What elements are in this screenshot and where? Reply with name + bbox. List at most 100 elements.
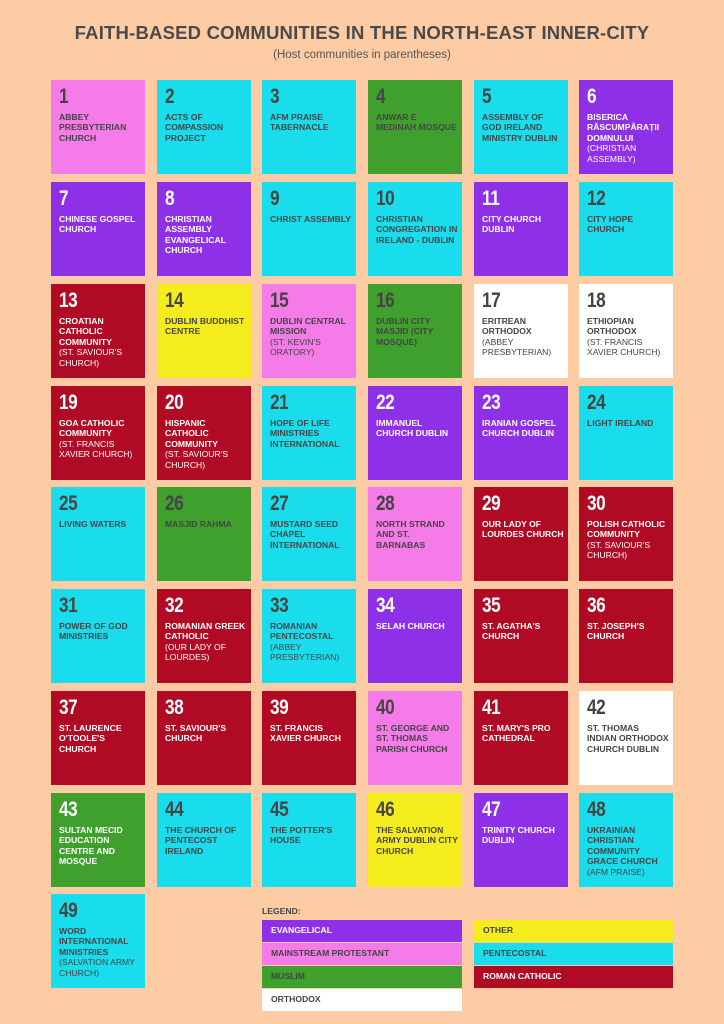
community-number: 43 xyxy=(59,798,78,821)
community-host: (ST. FRANCIS XAVIER CHURCH) xyxy=(59,438,133,460)
community-number: 9 xyxy=(270,187,280,210)
community-name: ST. SAVIOUR'S CHURCH xyxy=(165,723,227,744)
community-number: 21 xyxy=(270,391,289,414)
community-tile: 5 ASSEMBLY OF GOD IRELAND MINISTRY DUBLIN xyxy=(474,80,568,174)
community-tile: 10 CHRISTIAN CONGREGATION IN IRELAND - DU… xyxy=(368,182,462,276)
community-number: 46 xyxy=(376,798,395,821)
community-tile: 37 ST. LAURENCE O'TOOLE'S CHURCH xyxy=(51,691,145,785)
community-name: ERITREAN ORTHODOX xyxy=(482,316,532,337)
community-name: POLISH CATHOLIC COMMUNITY xyxy=(587,519,666,540)
community-host: (SALVATION ARMY CHURCH) xyxy=(59,957,135,978)
community-host: (ST. KEVIN'S ORATORY) xyxy=(270,336,321,358)
community-name: CROATIAN CATHOLIC COMMUNITY xyxy=(59,316,112,347)
community-number: 27 xyxy=(270,492,289,515)
community-number: 39 xyxy=(270,696,289,719)
legend-item-evangelical: EVANGELICAL xyxy=(262,920,462,942)
community-tile: 17 ERITREAN ORTHODOX (ABBEY PRESBYTERIAN) xyxy=(474,284,568,378)
community-tile: 49 WORD INTERNATIONAL MINISTRIES (SALVATIO… xyxy=(51,894,145,988)
community-name: LIGHT IRELAND xyxy=(587,418,654,428)
community-tile: 36 ST. JOSEPH'S CHURCH xyxy=(579,589,673,683)
community-number: 28 xyxy=(376,492,395,515)
community-tile: 9 CHRIST ASSEMBLY xyxy=(262,182,356,276)
community-name: IMMANUEL CHURCH DUBLIN xyxy=(376,418,449,439)
community-tile: 26 MASJID RAHMA xyxy=(157,487,251,581)
community-number: 29 xyxy=(482,492,501,515)
community-name: CHINESE GOSPEL CHURCH xyxy=(59,214,136,235)
community-name: POWER OF GOD MINISTRIES xyxy=(59,621,128,642)
community-number: 16 xyxy=(376,289,395,312)
community-name: ANWAR E MEDINAH MOSQUE xyxy=(376,112,457,133)
community-name: CHRIST ASSEMBLY xyxy=(270,214,352,224)
community-number: 41 xyxy=(482,696,501,719)
community-host: (ST. SAVIOUR'S CHURCH) xyxy=(165,449,229,470)
community-tile: 1 ABBEY PRESBYTERIAN CHURCH xyxy=(51,80,145,174)
community-name: ROMANIAN GREEK CATHOLIC xyxy=(165,621,246,642)
community-name: NORTH STRAND AND ST. BARNABAS xyxy=(376,519,445,550)
community-tile: 40 ST. GEORGE AND ST. THOMAS PARISH CHURC… xyxy=(368,691,462,785)
community-tile: 27 MUSTARD SEED CHAPEL INTERNATIONAL xyxy=(262,487,356,581)
community-tile: 31 POWER OF GOD MINISTRIES xyxy=(51,589,145,683)
community-tile: 12 CITY HOPE CHURCH xyxy=(579,182,673,276)
community-number: 12 xyxy=(587,187,606,210)
community-number: 35 xyxy=(482,594,501,617)
community-tile: 20 HISPANIC CATHOLIC COMMUNITY (ST. SAVIOU… xyxy=(157,386,251,480)
community-number: 26 xyxy=(165,492,184,515)
community-host: (ST. FRANCIS XAVIER CHURCH) xyxy=(587,336,661,358)
community-tile: 24 LIGHT IRELAND xyxy=(579,386,673,480)
community-tile: 28 NORTH STRAND AND ST. BARNABAS xyxy=(368,487,462,581)
community-name: ST. JOSEPH'S CHURCH xyxy=(587,621,645,642)
community-tile: 7 CHINESE GOSPEL CHURCH xyxy=(51,182,145,276)
community-host: (AFM PRAISE) xyxy=(587,866,645,877)
community-number: 1 xyxy=(59,85,69,108)
community-number: 20 xyxy=(165,391,184,414)
community-host: (ABBEY PRESBYTERIAN) xyxy=(482,336,552,358)
community-number: 13 xyxy=(59,289,78,312)
community-number: 42 xyxy=(587,696,606,719)
community-host: (ST. SAVIOUR'S CHURCH) xyxy=(587,539,651,561)
community-name: GOA CATHOLIC COMMUNITY xyxy=(59,418,125,439)
community-number: 19 xyxy=(59,391,78,414)
community-tile: 45 THE POTTER'S HOUSE xyxy=(262,793,356,887)
community-tile: 48 UKRAINIAN CHRISTIAN COMMUNITY GRACE CH… xyxy=(579,793,673,887)
community-host: (ST. SAVIOUR'S CHURCH) xyxy=(59,347,123,368)
community-tile: 15 DUBLIN CENTRAL MISSION (ST. KEVIN'S ORA… xyxy=(262,284,356,378)
community-name: THE CHURCH OF PENTECOST IRELAND xyxy=(165,825,237,856)
legend-item-pentecostal: PENTECOSTAL xyxy=(474,943,673,965)
community-tile: 22 IMMANUEL CHURCH DUBLIN xyxy=(368,386,462,480)
community-tile: 47 TRINITY CHURCH DUBLIN xyxy=(474,793,568,887)
community-name: DUBLIN CENTRAL MISSION xyxy=(270,316,346,337)
community-number: 15 xyxy=(270,289,289,312)
community-number: 8 xyxy=(165,187,175,210)
community-name: SULTAN MECID EDUCATION CENTRE AND MOSQUE xyxy=(59,825,123,867)
community-tile: 6 BISERICA RĂSCUMPĂRAȚII DOMNULUI (CHRISTI… xyxy=(579,80,673,174)
community-name: DUBLIN CITY MASJID (CITY MOSQUE) xyxy=(376,316,434,347)
community-tile: 41 ST. MARY'S PRO CATHEDRAL xyxy=(474,691,568,785)
community-number: 34 xyxy=(376,594,395,617)
community-number: 7 xyxy=(59,187,69,210)
community-number: 4 xyxy=(376,85,386,108)
community-name: MUSTARD SEED CHAPEL INTERNATIONAL xyxy=(270,519,340,550)
community-number: 22 xyxy=(376,391,395,414)
community-number: 45 xyxy=(270,798,289,821)
community-number: 18 xyxy=(587,289,606,312)
legend-item-orthodox: ORTHODOX xyxy=(262,989,462,1011)
community-tile: 29 OUR LADY OF LOURDES CHURCH xyxy=(474,487,568,581)
community-tile: 19 GOA CATHOLIC COMMUNITY (ST. FRANCIS XAV… xyxy=(51,386,145,480)
community-name: AFM PRAISE TABERNACLE xyxy=(270,112,329,133)
legend-title: LEGEND: xyxy=(262,906,301,916)
community-tile: 44 THE CHURCH OF PENTECOST IRELAND xyxy=(157,793,251,887)
community-host: (OUR LADY OF LOURDES) xyxy=(165,641,226,663)
community-number: 14 xyxy=(165,289,184,312)
community-number: 44 xyxy=(165,798,184,821)
community-tile: 39 ST. FRANCIS XAVIER CHURCH xyxy=(262,691,356,785)
community-number: 30 xyxy=(587,492,606,515)
community-number: 32 xyxy=(165,594,184,617)
community-number: 10 xyxy=(376,187,395,210)
legend-item-other: OTHER xyxy=(474,920,673,942)
community-name: DUBLIN BUDDHIST CENTRE xyxy=(165,316,245,337)
community-number: 47 xyxy=(482,798,501,821)
community-number: 49 xyxy=(59,899,78,922)
community-name: THE POTTER'S HOUSE xyxy=(270,825,333,846)
community-name: ST. GEORGE AND ST. THOMAS PARISH CHURCH xyxy=(376,723,450,754)
community-name: CHRISTIAN CONGREGATION IN IRELAND - DUBL… xyxy=(376,214,458,245)
